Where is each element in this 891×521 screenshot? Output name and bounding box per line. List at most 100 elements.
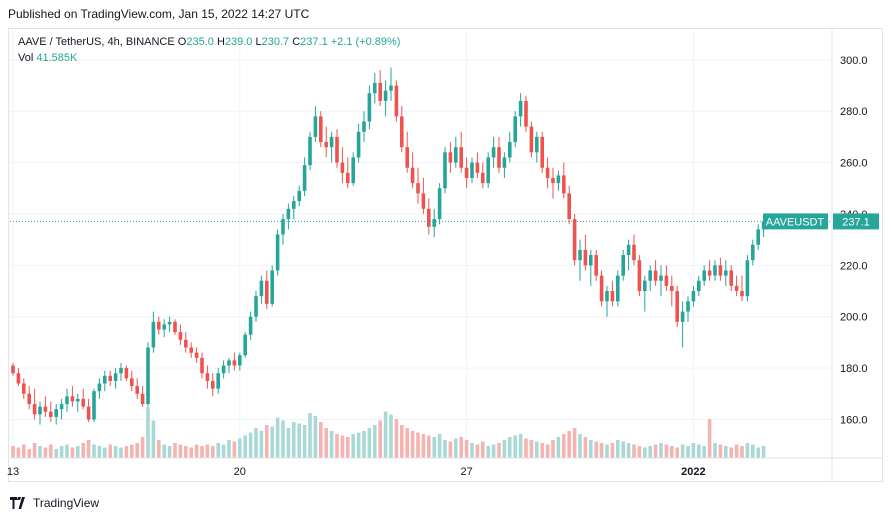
candle	[351, 152, 355, 186]
candle	[238, 352, 242, 371]
candle-body	[356, 131, 361, 158]
volume-bar	[65, 444, 69, 458]
candle-body	[437, 188, 442, 220]
candle	[59, 398, 64, 420]
candle-body	[421, 193, 426, 209]
volume-bar	[329, 431, 334, 458]
candle-body	[238, 355, 242, 366]
candle	[518, 93, 523, 127]
candle-body	[675, 291, 679, 322]
grid-lines	[10, 29, 832, 458]
volume-bar	[529, 440, 534, 458]
volume-bar	[54, 449, 58, 458]
high-value: 239.0	[224, 36, 253, 48]
candle-body	[751, 244, 755, 261]
volume-bar	[157, 440, 161, 458]
candle-body	[324, 142, 328, 148]
candle	[535, 131, 539, 163]
candle-body	[502, 157, 507, 168]
candle-body	[405, 147, 409, 168]
volume-bar	[151, 420, 156, 458]
candle	[362, 111, 366, 143]
candle-body	[610, 291, 615, 302]
y-tick-label: 160.0	[840, 414, 868, 426]
candle-body	[32, 404, 37, 415]
volume-bar	[702, 446, 706, 458]
candle	[356, 124, 361, 163]
volume-bar	[551, 440, 555, 458]
candle-body	[248, 316, 253, 335]
candle	[491, 136, 496, 168]
candle	[421, 177, 426, 214]
candle	[432, 208, 436, 238]
candle	[173, 319, 177, 335]
candle	[551, 167, 555, 199]
candle-body	[572, 219, 577, 261]
candle-body	[259, 280, 264, 297]
candle-body	[140, 393, 145, 405]
candle-body	[513, 116, 517, 143]
candle-body	[470, 162, 474, 178]
x-tick-label: 20	[234, 466, 246, 478]
volume-bar	[540, 443, 544, 458]
volume-bar	[259, 431, 264, 458]
candle	[464, 157, 469, 189]
candle	[254, 291, 258, 322]
candle	[394, 80, 399, 122]
volume-bar	[265, 425, 269, 458]
volume-bar	[32, 443, 37, 458]
volume-bar	[680, 444, 685, 458]
volume-bar	[340, 435, 345, 458]
candle	[653, 260, 658, 286]
candle-body	[173, 321, 177, 333]
candle-body	[464, 167, 469, 178]
candle	[648, 265, 652, 292]
volume-label[interactable]: Vol	[18, 52, 34, 64]
candle	[745, 255, 750, 302]
volume-bar	[200, 446, 204, 458]
volume-bar	[92, 444, 96, 458]
volume-bar	[16, 447, 21, 458]
candle	[65, 388, 69, 412]
volume-bar	[745, 443, 750, 458]
volume-bar	[470, 443, 474, 458]
volume-bar	[691, 443, 696, 458]
symbol-label[interactable]: AAVE / TetherUS, 4h, BINANCE	[18, 36, 175, 48]
volume-bars	[11, 407, 766, 458]
candle-body	[265, 280, 269, 304]
volume-bar	[194, 444, 199, 458]
candle	[32, 388, 37, 420]
volume-bar	[243, 435, 247, 458]
candle-body	[292, 201, 296, 209]
volume-bar	[189, 447, 193, 458]
volume-bar	[572, 428, 577, 458]
volume-bar	[605, 444, 609, 458]
candle	[686, 296, 690, 322]
volume-bar	[335, 434, 339, 458]
candle	[319, 111, 323, 148]
candle-body	[394, 85, 399, 117]
candle-body	[648, 270, 652, 281]
candle	[470, 157, 474, 184]
candle-body	[70, 396, 75, 402]
candle-body	[184, 339, 188, 348]
candle-body	[54, 409, 58, 417]
volume-bar	[97, 446, 102, 458]
volume-bar	[562, 434, 566, 458]
volume-bar	[675, 447, 679, 458]
volume-bar	[227, 440, 231, 458]
candle	[200, 352, 204, 379]
y-tick-label: 200.0	[840, 312, 868, 324]
volume-bar	[313, 416, 318, 458]
candle-body	[367, 93, 372, 122]
candle-body	[189, 347, 193, 353]
volume-bar	[724, 446, 728, 458]
candle	[578, 239, 582, 281]
candle-body	[491, 147, 496, 158]
candle	[383, 80, 388, 117]
candle	[713, 260, 717, 281]
tradingview-logo[interactable]: TradingView	[10, 496, 99, 510]
candle	[443, 147, 447, 194]
candle-body	[43, 406, 48, 412]
